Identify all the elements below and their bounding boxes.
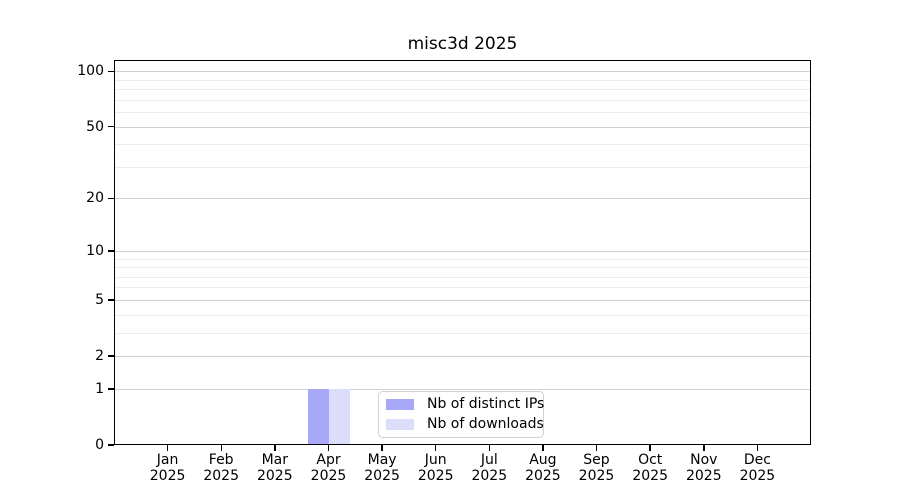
minor-gridline	[114, 267, 811, 268]
y-tick-label: 20	[86, 190, 104, 207]
minor-gridline	[114, 287, 811, 289]
y-tick-label: 5	[95, 291, 104, 308]
plot-area-frame	[114, 60, 811, 445]
x-tick-label-mar: Mar 2025	[256, 452, 293, 484]
x-tick-label-feb: Feb 2025	[203, 452, 239, 484]
y-tick-label: 2	[95, 348, 104, 364]
x-tick-label-apr: Apr 2025	[310, 452, 347, 484]
x-tick-label-jun: Jun 2025	[417, 452, 454, 484]
y-tick-label: 10	[86, 242, 104, 259]
bar-nb-of-distinct-ips-apr	[307, 388, 329, 445]
legend-item-distinct-ips: Nb of distinct IPs	[386, 396, 545, 413]
legend-swatch-downloads	[386, 418, 414, 430]
x-tick-label-dec: Dec 2025	[739, 452, 776, 484]
major-gridline	[114, 198, 811, 200]
x-tick-mark	[649, 445, 651, 451]
y-tick-label: 1	[95, 380, 104, 397]
minor-gridline	[114, 314, 811, 316]
y-tick-mark	[107, 299, 114, 301]
y-tick-mark	[107, 250, 114, 252]
major-gridline	[114, 388, 811, 390]
major-gridline	[114, 356, 811, 357]
x-tick-mark	[542, 445, 544, 451]
x-tick-label-oct: Oct 2025	[632, 452, 668, 484]
y-tick-mark	[107, 388, 114, 390]
x-tick-label-may: May 2025	[364, 452, 400, 484]
x-tick-mark	[434, 445, 437, 451]
minor-gridline	[114, 166, 811, 168]
x-tick-label-aug: Aug 2025	[525, 452, 561, 484]
y-tick-label: 100	[77, 63, 104, 80]
chart-title: misc3d 2025	[407, 34, 518, 54]
x-tick-label-nov: Nov 2025	[685, 452, 722, 484]
x-tick-mark	[220, 445, 222, 451]
minor-gridline	[114, 112, 811, 114]
major-gridline	[114, 299, 811, 301]
legend-item-downloads: Nb of downloads	[386, 415, 544, 433]
x-tick-label-jan: Jan 2025	[149, 452, 186, 484]
legend-label-downloads: Nb of downloads	[427, 415, 544, 432]
x-tick-mark	[595, 445, 598, 451]
x-tick-mark	[703, 445, 705, 451]
x-tick-mark	[274, 445, 276, 451]
major-gridline	[114, 71, 811, 73]
major-gridline	[114, 126, 811, 128]
y-tick-label: 50	[86, 118, 104, 135]
minor-gridline	[114, 99, 811, 101]
y-tick-mark	[107, 444, 114, 446]
x-tick-mark	[756, 445, 759, 451]
minor-gridline	[114, 144, 811, 146]
bar-nb-of-downloads-apr	[328, 388, 350, 445]
minor-gridline	[114, 258, 811, 260]
y-tick-label: 0	[95, 437, 104, 453]
minor-gridline	[114, 89, 811, 91]
legend: Nb of distinct IPs Nb of downloads	[378, 391, 544, 438]
legend-swatch-distinct-ips	[386, 399, 414, 411]
x-tick-mark	[381, 445, 383, 451]
x-tick-label-sep: Sep 2025	[578, 452, 615, 484]
minor-gridline	[114, 332, 811, 334]
minor-gridline	[114, 276, 811, 278]
x-tick-mark	[327, 445, 330, 451]
y-tick-mark	[107, 197, 114, 200]
major-gridline	[114, 250, 811, 252]
y-tick-mark	[107, 125, 114, 128]
x-tick-label-jul: Jul 2025	[471, 452, 508, 484]
x-tick-mark	[166, 445, 169, 451]
y-tick-mark	[107, 355, 114, 357]
legend-label-distinct-ips: Nb of distinct IPs	[427, 396, 545, 413]
y-tick-mark	[107, 70, 114, 72]
minor-gridline	[114, 79, 811, 81]
x-tick-mark	[488, 445, 491, 451]
